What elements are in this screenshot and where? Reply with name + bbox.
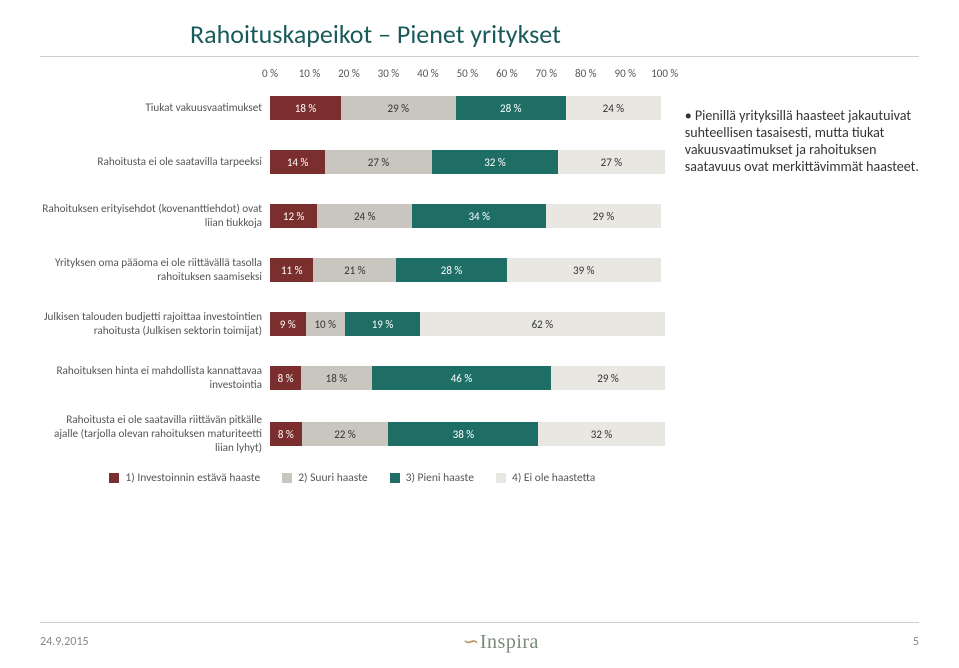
bar-segment: 21 % bbox=[313, 258, 396, 282]
axis-tick: 30 % bbox=[378, 67, 400, 80]
bar-segment: 9 % bbox=[270, 312, 306, 336]
bar-segment: 10 % bbox=[306, 312, 345, 336]
bar-segment: 28 % bbox=[396, 258, 507, 282]
legend-swatch bbox=[390, 473, 400, 483]
legend-label: 3) Pieni haaste bbox=[406, 471, 474, 485]
axis-tick: 60 % bbox=[496, 67, 518, 80]
bar-segment: 8 % bbox=[270, 366, 301, 390]
bar-segment: 62 % bbox=[420, 312, 665, 336]
bar-segment: 29 % bbox=[546, 204, 660, 228]
logo-text: Inspira bbox=[480, 631, 539, 653]
bar-segment: 27 % bbox=[325, 150, 432, 174]
axis-tick: 100 % bbox=[651, 67, 678, 80]
category-label: Rahoituksen erityisehdot (kovenanttiehdo… bbox=[40, 202, 270, 230]
bar-segment: 46 % bbox=[372, 366, 552, 390]
axis-tick: 20 % bbox=[338, 67, 360, 80]
bar-segment: 18 % bbox=[270, 96, 341, 120]
category-label: Rahoitusta ei ole saatavilla tarpeeksi bbox=[40, 155, 270, 169]
footer: 24.9.2015 ∽Inspira 5 bbox=[40, 622, 919, 654]
bar-segment: 39 % bbox=[507, 258, 661, 282]
side-bullet: Pienillä yrityksillä haasteet jakautuiva… bbox=[685, 107, 919, 175]
legend-swatch bbox=[282, 473, 292, 483]
legend-label: 2) Suuri haaste bbox=[298, 471, 367, 485]
axis-ticks: 0 %10 %20 %30 %40 %50 %60 %70 %80 %90 %1… bbox=[270, 67, 665, 83]
bar-segment: 12 % bbox=[270, 204, 317, 228]
page-number: 5 bbox=[913, 635, 919, 649]
legend-swatch bbox=[109, 473, 119, 483]
bar-row: Rahoitusta ei ole saatavilla riittävän p… bbox=[40, 413, 665, 455]
category-label: Rahoituksen hinta ei mahdollista kannatt… bbox=[40, 364, 270, 392]
axis-tick: 40 % bbox=[417, 67, 439, 80]
bar-track: 14 %27 %32 %27 % bbox=[270, 150, 665, 174]
bar-row: Tiukat vakuusvaatimukset18 %29 %28 %24 % bbox=[40, 89, 665, 127]
legend: 1) Investoinnin estävä haaste 2) Suuri ha… bbox=[40, 471, 665, 485]
bar-segment: 38 % bbox=[388, 422, 538, 446]
bar-track: 12 %24 %34 %29 % bbox=[270, 204, 665, 228]
bar-segment: 24 % bbox=[317, 204, 412, 228]
bar-segment: 27 % bbox=[558, 150, 665, 174]
bar-segment: 29 % bbox=[341, 96, 455, 120]
category-label: Tiukat vakuusvaatimukset bbox=[40, 101, 270, 115]
legend-label: 4) Ei ole haastetta bbox=[512, 471, 595, 485]
legend-item: 2) Suuri haaste bbox=[282, 471, 367, 485]
content-row: 0 % 10 % 20 % 30 % 40 % 50 % 60 % 70 % 80 % 90 % 1… bbox=[40, 67, 919, 485]
bar-segment: 32 % bbox=[432, 150, 558, 174]
legend-item: 4) Ei ole haastetta bbox=[496, 471, 595, 485]
footer-date: 24.9.2015 bbox=[40, 635, 89, 649]
legend-swatch bbox=[496, 473, 506, 483]
x-axis: 0 %10 %20 %30 %40 %50 %60 %70 %80 %90 %1… bbox=[40, 67, 665, 83]
bar-segment: 19 % bbox=[345, 312, 420, 336]
bar-row: Rahoituksen hinta ei mahdollista kannatt… bbox=[40, 359, 665, 397]
bar-segment: 14 % bbox=[270, 150, 325, 174]
bar-segment: 32 % bbox=[538, 422, 664, 446]
axis-tick: 10 % bbox=[299, 67, 321, 80]
bar-row: Rahoitusta ei ole saatavilla tarpeeksi14… bbox=[40, 143, 665, 181]
bar-track: 18 %29 %28 %24 % bbox=[270, 96, 665, 120]
side-commentary: Pienillä yrityksillä haasteet jakautuiva… bbox=[665, 67, 919, 485]
bar-segment: 34 % bbox=[412, 204, 546, 228]
logo: ∽Inspira bbox=[463, 629, 539, 654]
bar-segment: 11 % bbox=[270, 258, 313, 282]
category-label: Rahoitusta ei ole saatavilla riittävän p… bbox=[40, 413, 270, 455]
bar-row: Yrityksen oma pääoma ei ole riittävällä … bbox=[40, 251, 665, 289]
bar-segment: 18 % bbox=[301, 366, 371, 390]
bar-segment: 28 % bbox=[456, 96, 567, 120]
axis-tick: 80 % bbox=[575, 67, 597, 80]
bar-track: 9 %10 %19 %62 % bbox=[270, 312, 665, 336]
axis-tick: 90 % bbox=[614, 67, 636, 80]
slide: Rahoituskapeikot – Pienet yritykset 0 % 1… bbox=[0, 0, 959, 668]
legend-label: 1) Investoinnin estävä haaste bbox=[125, 471, 260, 485]
legend-item: 1) Investoinnin estävä haaste bbox=[109, 471, 260, 485]
axis-tick: 50 % bbox=[457, 67, 479, 80]
category-label: Yrityksen oma pääoma ei ole riittävällä … bbox=[40, 256, 270, 284]
page-title: Rahoituskapeikot – Pienet yritykset bbox=[190, 18, 919, 50]
bar-segment: 29 % bbox=[551, 366, 664, 390]
bar-track: 11 %21 %28 %39 % bbox=[270, 258, 665, 282]
bars-container: Tiukat vakuusvaatimukset18 %29 %28 %24 %… bbox=[40, 89, 665, 455]
bar-track: 8 %22 %38 %32 % bbox=[270, 422, 665, 446]
title-underline bbox=[40, 56, 919, 57]
bar-segment: 24 % bbox=[566, 96, 661, 120]
bar-track: 8 %18 %46 %29 % bbox=[270, 366, 665, 390]
chart-area: 0 % 10 % 20 % 30 % 40 % 50 % 60 % 70 % 80 % 90 % 1… bbox=[40, 67, 665, 485]
logo-tilde: ∽ bbox=[463, 631, 480, 653]
bar-segment: 22 % bbox=[302, 422, 389, 446]
axis-tick: 70 % bbox=[536, 67, 558, 80]
legend-item: 3) Pieni haaste bbox=[390, 471, 474, 485]
category-label: Julkisen talouden budjetti rajoittaa inv… bbox=[40, 310, 270, 338]
bar-row: Julkisen talouden budjetti rajoittaa inv… bbox=[40, 305, 665, 343]
axis-tick: 0 % bbox=[262, 67, 278, 80]
bar-row: Rahoituksen erityisehdot (kovenanttiehdo… bbox=[40, 197, 665, 235]
bar-segment: 8 % bbox=[270, 422, 302, 446]
